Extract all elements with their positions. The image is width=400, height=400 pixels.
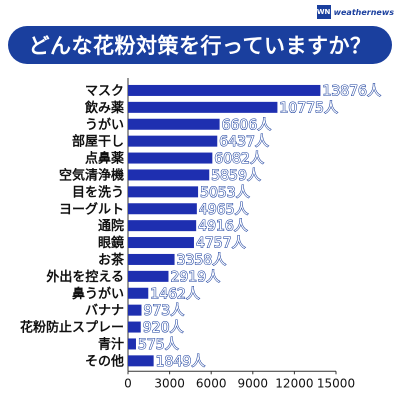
- category-label: その他: [85, 353, 124, 369]
- bar: [128, 270, 169, 282]
- title-banner: どんな花粉対策を行っていますか？: [8, 26, 392, 64]
- x-tick-label: 6000: [196, 376, 227, 390]
- category-label: 部屋干し: [72, 134, 124, 150]
- value-label: 5859人: [211, 168, 261, 184]
- value-label: 10775人: [279, 100, 338, 116]
- bar: [128, 203, 197, 215]
- bar: [128, 186, 199, 198]
- value-label: 4757人: [196, 236, 246, 252]
- x-tick-label: 9000: [238, 376, 269, 390]
- bar: [128, 287, 149, 299]
- category-label: 通院: [98, 218, 124, 234]
- value-label: 3358人: [177, 252, 227, 268]
- bar: [128, 135, 218, 147]
- value-label: 13876人: [322, 83, 381, 99]
- value-label: 2919人: [170, 269, 220, 285]
- bar: [128, 152, 213, 164]
- value-label: 6606人: [222, 117, 272, 133]
- x-tick-label: 15000: [317, 376, 355, 390]
- value-label: 575人: [138, 337, 179, 353]
- brand-logo: WN weathernews: [316, 4, 394, 20]
- bar: [128, 118, 220, 130]
- category-label: 目を洗う: [72, 184, 124, 200]
- category-label: バナナ: [85, 304, 124, 319]
- category-label: 鼻うがい: [72, 286, 124, 302]
- x-tick-label: 0: [124, 376, 132, 390]
- category-label: 点鼻薬: [85, 151, 125, 167]
- category-label: 眼鏡: [98, 235, 124, 251]
- bar: [128, 355, 154, 367]
- value-label: 1462人: [150, 286, 200, 302]
- category-label: お茶: [98, 252, 125, 268]
- category-label: 花粉防止スプレー: [20, 320, 124, 336]
- value-label: 4965人: [199, 202, 249, 218]
- bar: [128, 169, 210, 181]
- value-label: 1849人: [156, 354, 206, 370]
- category-label: うがい: [85, 117, 124, 133]
- bar: [128, 321, 141, 333]
- category-label: 飲み薬: [84, 100, 125, 116]
- bar: [128, 101, 278, 113]
- bar: [128, 220, 197, 232]
- bar: [128, 253, 175, 265]
- bar: [128, 338, 136, 350]
- bar: [128, 304, 142, 316]
- category-label: 青汁: [98, 336, 124, 352]
- category-label: マスク: [85, 84, 124, 99]
- bar: [128, 84, 321, 96]
- value-label: 6437人: [219, 134, 269, 150]
- value-label: 6082人: [214, 151, 264, 167]
- value-label: 920人: [143, 320, 184, 336]
- x-tick-label: 12000: [275, 376, 313, 390]
- brand-name: weathernews: [333, 7, 394, 17]
- x-tick-label: 3000: [154, 376, 185, 390]
- brand-mark-icon: WN: [316, 5, 331, 19]
- value-label: 973人: [143, 303, 184, 319]
- category-label: 空気清浄機: [59, 167, 124, 183]
- category-label: ヨーグルト: [59, 201, 124, 217]
- value-label: 5053人: [200, 185, 250, 201]
- value-label: 4916人: [198, 219, 248, 235]
- bar: [128, 237, 194, 249]
- category-label: 外出を控える: [45, 269, 124, 285]
- chart-title: どんな花粉対策を行っていますか？: [28, 34, 372, 58]
